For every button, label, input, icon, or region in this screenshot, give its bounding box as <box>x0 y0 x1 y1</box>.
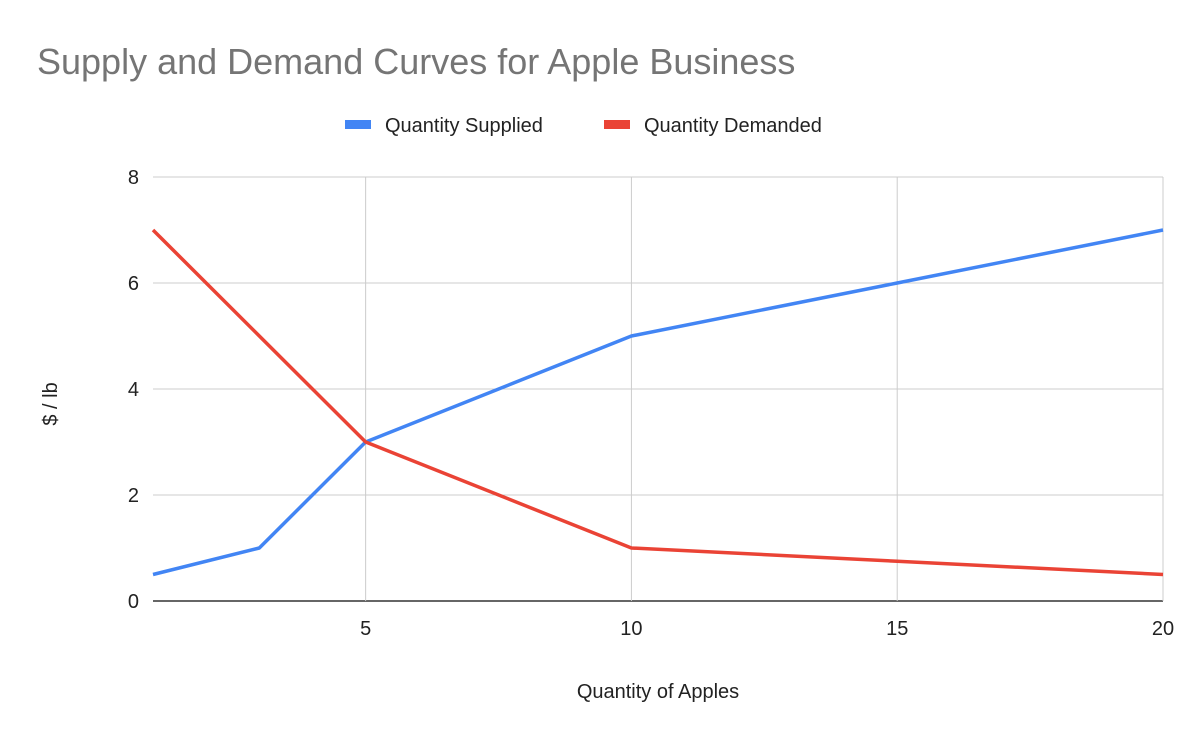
y-axis-label: $ / lb <box>40 382 62 425</box>
series-lines <box>151 228 1164 577</box>
x-tick-label: 5 <box>360 618 371 640</box>
y-tick-label: 0 <box>128 591 139 613</box>
x-tick-label: 15 <box>886 618 908 640</box>
y-tick-label: 6 <box>128 273 139 295</box>
legend-swatch <box>604 120 630 129</box>
tick-labels: 0 2 4 6 8 5 10 15 20 <box>128 167 1174 640</box>
x-tick-label: 10 <box>620 618 642 640</box>
legend: Quantity Supplied Quantity Demanded <box>345 115 822 137</box>
x-tick-label: 20 <box>1152 618 1174 640</box>
legend-label: Quantity Supplied <box>385 115 543 137</box>
legend-swatch <box>345 120 371 129</box>
series-line-demanded <box>151 228 1164 577</box>
gridlines <box>153 176 1164 602</box>
series-line-supplied <box>152 228 1164 577</box>
y-tick-label: 2 <box>128 485 139 507</box>
y-tick-label: 8 <box>128 167 139 189</box>
y-tick-label: 4 <box>128 379 139 401</box>
x-axis-label: Quantity of Apples <box>577 681 739 703</box>
chart-title: Supply and Demand Curves for Apple Busin… <box>37 41 795 82</box>
legend-label: Quantity Demanded <box>644 115 822 137</box>
